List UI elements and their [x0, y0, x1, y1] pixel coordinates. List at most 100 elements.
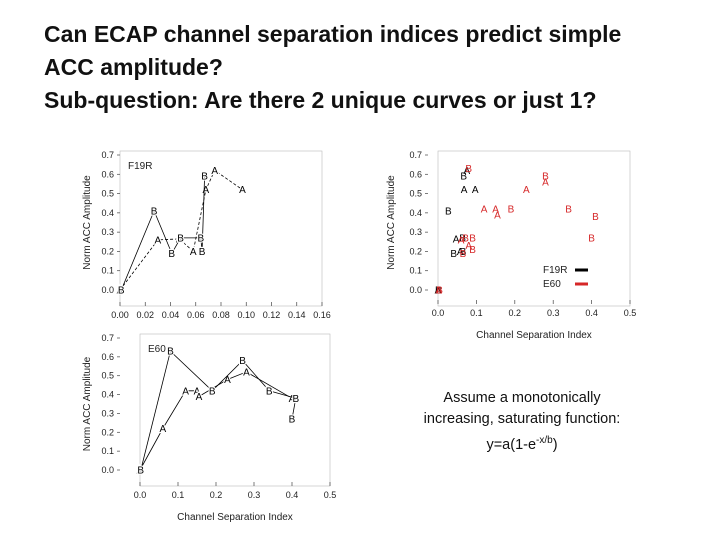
data-point-A: A	[196, 392, 203, 403]
series-line-A	[139, 371, 293, 471]
title-line-3: Sub-question: Are there 2 unique curves …	[44, 87, 597, 113]
data-point-B: B	[197, 233, 204, 244]
y-tick-label: 0.6	[101, 169, 114, 179]
x-tick-label: 0.12	[263, 310, 281, 320]
data-point-B: B	[168, 249, 175, 260]
data-point-E60: A	[435, 286, 442, 297]
x-tick-label: 0.1	[172, 490, 185, 500]
y-tick-label: 0.6	[101, 352, 114, 362]
x-tick-label: 0.0	[432, 308, 445, 318]
y-tick-label: 0.3	[101, 227, 114, 237]
data-point-F19R: B	[450, 249, 457, 260]
y-tick-label: 0.6	[409, 169, 422, 179]
data-point-E60: A	[481, 205, 488, 216]
y-axis-label: Norm ACC Amplitude	[386, 175, 397, 270]
data-point-E60: A	[465, 241, 472, 252]
y-tick-label: 0.2	[101, 246, 114, 256]
formula-prefix: y=a(1-e	[486, 436, 537, 453]
x-tick-label: 0.2	[509, 308, 522, 318]
x-tick-label: 0.3	[248, 490, 261, 500]
y-tick-label: 0.0	[101, 465, 114, 475]
data-point-A: A	[194, 386, 201, 397]
y-tick-label: 0.5	[101, 189, 114, 199]
data-point-A: A	[211, 166, 218, 177]
data-point-F19R: A	[461, 185, 468, 196]
x-tick-label: 0.10	[237, 310, 255, 320]
y-axis-label: Norm ACC Amplitude	[82, 175, 93, 270]
data-point-A: A	[137, 466, 144, 477]
data-point-E60: B	[462, 233, 469, 244]
chart-panel-2: 0.0 0.1 0.2 0.3 0.4 0.5 0.6 0.7 0.0 0.1 0.2 0.3 0.4 0…	[82, 333, 336, 523]
data-point-A: A	[224, 375, 231, 386]
data-point-E60: A	[492, 205, 499, 216]
data-point-F19R: B	[460, 247, 467, 258]
data-point-B: B	[137, 466, 144, 477]
data-point-A: A	[117, 286, 124, 297]
y-tick-label: 0.4	[409, 208, 422, 218]
y-tick-label: 0.0	[409, 285, 422, 295]
x-tick-label: 0.00	[111, 310, 129, 320]
data-point-A: A	[289, 394, 296, 405]
data-point-E60: B	[508, 205, 515, 216]
assumption-note: Assume a monotonically increasing, satur…	[402, 388, 642, 456]
note-line-1: Assume a monotonically	[443, 390, 601, 406]
x-tick-label: 0.02	[136, 310, 154, 320]
x-tick-label: 0.08	[212, 310, 230, 320]
data-point-B: B	[289, 415, 296, 426]
x-tick-label: 0.16	[313, 310, 331, 320]
data-point-A: A	[190, 247, 197, 258]
y-tick-label: 0.7	[409, 150, 422, 160]
x-tick-label: 0.4	[585, 308, 598, 318]
series-line-B	[120, 176, 205, 291]
y-tick-label: 0.5	[409, 189, 422, 199]
data-point-E60: B	[465, 164, 472, 175]
panel-label: E60	[148, 344, 166, 355]
data-point-A: A	[203, 185, 210, 196]
data-point-B: B	[167, 347, 174, 358]
chart-panel-1: 0.0 0.1 0.2 0.3 0.4 0.5 0.6 0.7 0.00 0.02 0.04 0.06…	[82, 150, 331, 320]
data-point-F19R: B	[445, 206, 452, 217]
data-point-E60: B	[592, 212, 599, 223]
data-point-E60: B	[588, 233, 595, 244]
data-point-A: A	[239, 185, 246, 196]
chart-panel-3: 0.0 0.1 0.2 0.3 0.4 0.5 0.6 0.7 0.0 0.1 0.2 0.3 0.4 0…	[386, 150, 636, 341]
data-point-E60: B	[565, 205, 572, 216]
panel-label: F19R	[128, 161, 152, 172]
data-point-F19R: A	[472, 185, 479, 196]
x-tick-label: 0.1	[470, 308, 483, 318]
title-line-1: Can ECAP channel separation indices pred…	[44, 21, 622, 47]
data-point-B: B	[292, 394, 299, 405]
data-point-E60: A	[494, 210, 501, 221]
data-point-B: B	[177, 233, 184, 244]
x-tick-label: 0.06	[187, 310, 205, 320]
series-line-A	[119, 169, 243, 291]
data-point-E60: A	[542, 178, 549, 189]
data-point-B: B	[266, 386, 273, 397]
data-point-F19R: A	[463, 166, 470, 177]
y-tick-label: 0.4	[101, 390, 114, 400]
x-axis-label: Channel Separation Index	[177, 512, 293, 523]
data-point-F19R: B	[460, 172, 467, 183]
data-point-E60: B	[542, 172, 549, 183]
y-tick-label: 0.3	[409, 227, 422, 237]
y-tick-label: 0.2	[101, 427, 114, 437]
data-point-E60: B	[469, 233, 476, 244]
data-point-B: B	[118, 286, 125, 297]
x-tick-label: 0.0	[134, 490, 147, 500]
x-tick-label: 0.3	[547, 308, 560, 318]
y-tick-label: 0.1	[101, 446, 114, 456]
slide-title: Can ECAP channel separation indices pred…	[44, 18, 704, 117]
data-point-F19R: B	[435, 286, 442, 297]
y-tick-label: 0.3	[101, 408, 114, 418]
note-line-2: increasing, saturating function:	[423, 411, 621, 427]
y-tick-label: 0.7	[101, 333, 114, 343]
y-tick-label: 0.2	[409, 246, 422, 256]
data-point-E60: A	[523, 185, 530, 196]
x-axis-label: Channel Separation Index	[476, 330, 592, 341]
y-tick-label: 0.0	[101, 285, 114, 295]
data-point-F19R: B	[459, 233, 466, 244]
formula-suffix: )	[552, 436, 558, 453]
data-point-E60: B	[460, 249, 467, 260]
legend-label-F19R: F19R	[543, 265, 567, 276]
